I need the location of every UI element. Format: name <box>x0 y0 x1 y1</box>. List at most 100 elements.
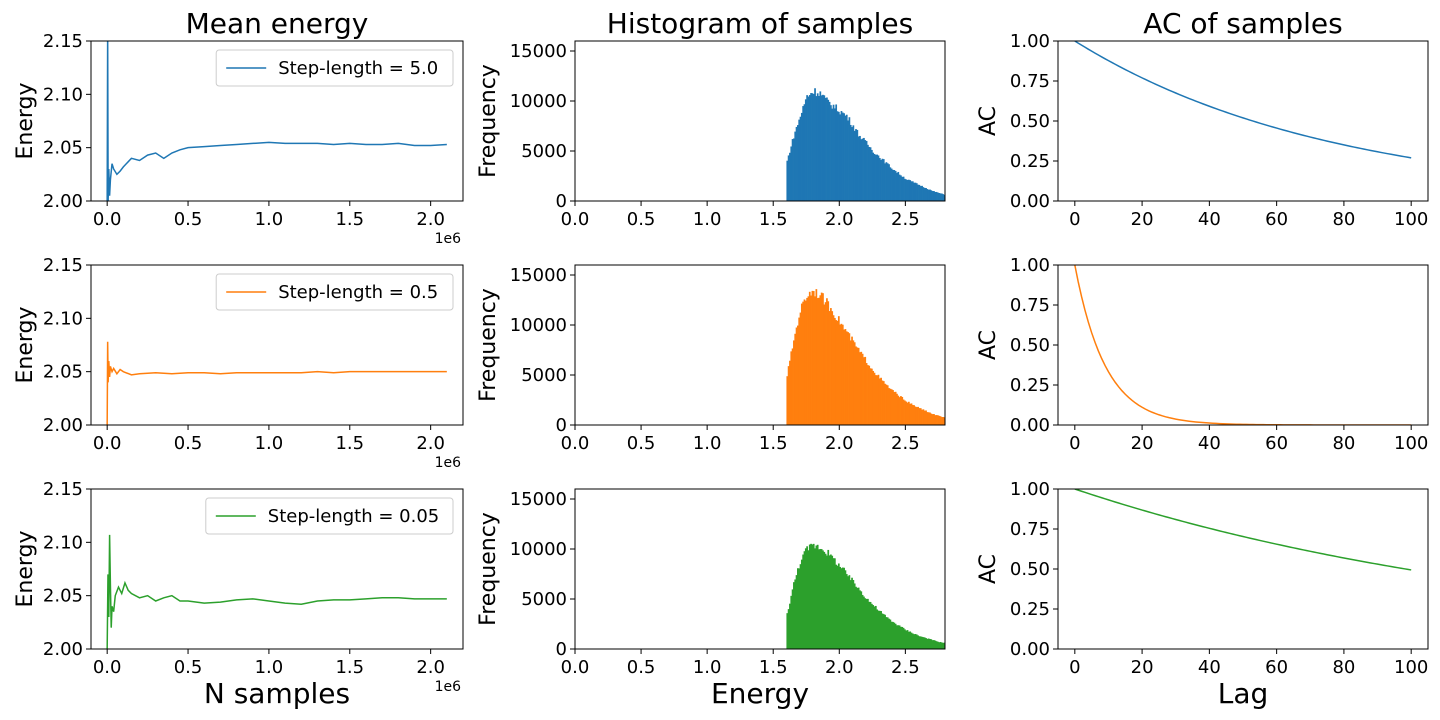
top-histogram-bar <box>896 172 898 201</box>
middle-histogram-bar <box>803 299 806 425</box>
top-ac-x-tick-label: 60 <box>1265 209 1288 230</box>
middle-histogram-bar <box>871 368 873 425</box>
top-histogram-bar <box>822 94 824 201</box>
middle-histogram-bar <box>893 391 896 425</box>
top-histogram-bar <box>889 167 892 201</box>
bottom-histogram-bar <box>857 587 860 649</box>
middle-ac-x-tick-label: 0 <box>1069 433 1080 454</box>
top-histogram-bar <box>904 178 906 201</box>
middle-histogram-bar <box>818 297 820 425</box>
top-histogram-x-tick-label: 0.5 <box>627 209 656 230</box>
top-histogram-bar <box>878 158 881 201</box>
bottom-ac-y-tick-label: 0.00 <box>1010 639 1050 660</box>
top-histogram-bar <box>856 129 859 201</box>
middle-histogram-bar <box>863 357 865 425</box>
top-histogram-bar <box>857 136 860 201</box>
middle-histogram-bar <box>904 400 906 425</box>
middle-histogram-bar <box>933 414 935 425</box>
bottom-histogram-bar <box>811 544 814 649</box>
bottom-histogram-bar <box>906 630 909 649</box>
middle-histogram-y-tick-label: 15000 <box>510 265 567 286</box>
top-ac-y-tick-label: 0.25 <box>1010 151 1050 172</box>
middle-histogram-y-tick-label: 10000 <box>510 315 567 336</box>
middle-histogram-bar <box>830 308 832 425</box>
middle-ac-series-line <box>1074 265 1412 425</box>
top-histogram-bar <box>913 182 916 201</box>
top-mean-energy-legend: Step-length = 5.0 <box>215 49 454 87</box>
bottom-histogram-bar <box>889 619 892 649</box>
top-ac-x-tick-label: 40 <box>1198 209 1221 230</box>
middle-histogram-bar <box>827 301 830 425</box>
bottom-histogram-bar <box>884 614 886 649</box>
middle-mean-energy-x-tick-label: 0.5 <box>174 433 203 454</box>
middle-histogram-bar <box>917 406 919 425</box>
top-histogram-bar <box>901 176 904 201</box>
middle-histogram-bar <box>860 351 863 425</box>
top-histogram-bar <box>871 149 873 201</box>
middle-histogram-bar <box>804 300 807 425</box>
top-histogram-bar <box>884 163 886 201</box>
top-histogram-bar <box>802 106 805 201</box>
middle-histogram-bar <box>787 366 790 425</box>
top-histogram-x-tick-label: 2.5 <box>891 209 920 230</box>
middle-histogram-bar <box>816 298 819 425</box>
middle-histogram-bar <box>819 295 822 425</box>
top-mean-energy-x-tick-label: 1.5 <box>335 209 364 230</box>
top-histogram-bar <box>789 152 791 201</box>
top-histogram-frame <box>574 40 946 202</box>
middle-histogram-bar <box>931 414 934 425</box>
middle-histogram-bar <box>905 401 908 425</box>
bottom-histogram-bar <box>800 559 803 649</box>
top-histogram-y-tick-label: 15000 <box>510 41 567 62</box>
middle-histogram-bar <box>798 317 801 425</box>
top-histogram-bar <box>855 129 857 201</box>
top-histogram-bar <box>834 108 836 201</box>
middle-histogram-bar <box>872 370 875 425</box>
bottom-histogram-bar <box>934 640 937 649</box>
bottom-histogram-bar <box>827 549 830 649</box>
bottom-ac-x-tick-label: 60 <box>1265 657 1288 678</box>
bottom-histogram-bar <box>810 543 812 649</box>
top-histogram-bar <box>885 162 888 201</box>
bottom-histogram-bar <box>886 617 889 649</box>
middle-ac-y-label: AC <box>976 330 1001 360</box>
bottom-histogram-bar <box>892 621 894 649</box>
middle-histogram-bar <box>868 365 871 425</box>
top-histogram-bar <box>923 187 926 201</box>
bottom-histogram-y-label: Frequency <box>476 512 501 626</box>
bottom-histogram-bar <box>896 625 898 649</box>
top-histogram-bar <box>893 170 896 201</box>
bottom-histogram-bar <box>814 548 816 649</box>
middle-ac-x-tick-label: 100 <box>1394 433 1428 454</box>
top-mean-energy-panel: 0.0 0.5 1.0 1.5 2.0 2.00 2.05 2.10 2.15 Energy 1e6… <box>13 31 464 247</box>
middle-histogram-bar <box>892 390 894 425</box>
middle-mean-energy-x-tick-label: 1.5 <box>335 433 364 454</box>
middle-histogram-bar <box>849 340 852 425</box>
middle-histogram-x-tick-label: 0.0 <box>561 433 590 454</box>
middle-histogram-x-tick-label: 2.5 <box>891 433 920 454</box>
bottom-histogram-bar <box>804 548 807 649</box>
top-histogram-y-tick-label: 10000 <box>510 91 567 112</box>
middle-histogram-bar <box>923 410 926 425</box>
bottom-histogram-bar <box>926 638 929 649</box>
top-histogram-bar <box>897 171 900 201</box>
middle-histogram-bar <box>948 418 950 425</box>
top-histogram-bar <box>868 146 871 201</box>
top-histogram-bar <box>811 93 814 201</box>
middle-histogram-bar <box>857 347 860 425</box>
middle-histogram-y-label: Frequency <box>476 288 501 402</box>
top-histogram-x-tick-label: 0.0 <box>561 209 590 230</box>
bottom-histogram-bar <box>917 635 919 649</box>
bottom-histogram-bar <box>894 623 897 649</box>
middle-histogram-bar <box>930 413 933 425</box>
top-mean-energy-y-tick-label: 2.05 <box>43 138 83 159</box>
bottom-histogram-bar <box>890 621 893 649</box>
bottom-histogram-bar <box>910 632 913 649</box>
top-histogram-bar <box>863 137 865 201</box>
middle-histogram-bar <box>812 291 815 425</box>
bottom-histogram-bar <box>882 614 885 649</box>
middle-histogram-bar <box>942 416 945 425</box>
top-histogram-bar <box>851 127 853 201</box>
bottom-histogram-bar <box>799 564 802 649</box>
bottom-histogram-bar <box>830 554 832 649</box>
